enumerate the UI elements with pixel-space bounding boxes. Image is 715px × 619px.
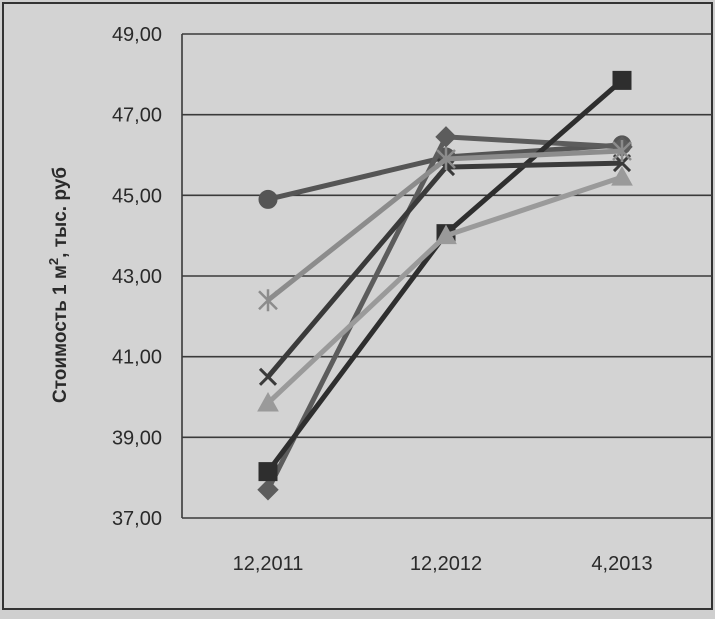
diamond-marker [435,126,457,148]
diamond-marker [257,479,279,501]
circle-marker [258,189,278,209]
y-axis-title-tail: , тыс. руб [50,167,71,258]
y-axis-title: Стоимость 1 м2, тыс. руб [46,167,71,403]
y-axis-title-sup: 2 [46,258,61,265]
square-marker [258,462,278,482]
y-tick-label: 47,00 [112,105,162,127]
square-marker [612,70,632,90]
y-tick-labels: 37,00 39,00 41,00 43,00 45,00 47,00 49,00 [112,24,162,530]
y-tick-label: 37,00 [112,508,162,530]
x-tick-label: 12,2011 [233,553,304,575]
series-triangle [257,166,633,412]
x-tick-labels: 12,2011 12,2012 4,2013 [233,553,653,575]
star-marker [436,148,456,171]
series-group [257,70,633,501]
triangle-marker [257,392,279,412]
series-star [258,139,632,312]
star-marker [258,289,278,312]
y-tick-label: 45,00 [112,185,162,207]
x-tick-label: 12,2012 [410,553,482,575]
triangle-marker [435,224,457,245]
y-tick-label: 39,00 [112,427,162,449]
y-tick-label: 43,00 [112,266,162,288]
star-marker [612,139,632,162]
y-tick-label: 49,00 [112,24,162,46]
triangle-marker [611,166,633,186]
y-tick-label: 41,00 [112,347,162,369]
x-marker [258,367,278,386]
x-tick-label: 4,2013 [591,553,652,575]
y-axis-title-main: Стоимость 1 м [50,265,71,403]
